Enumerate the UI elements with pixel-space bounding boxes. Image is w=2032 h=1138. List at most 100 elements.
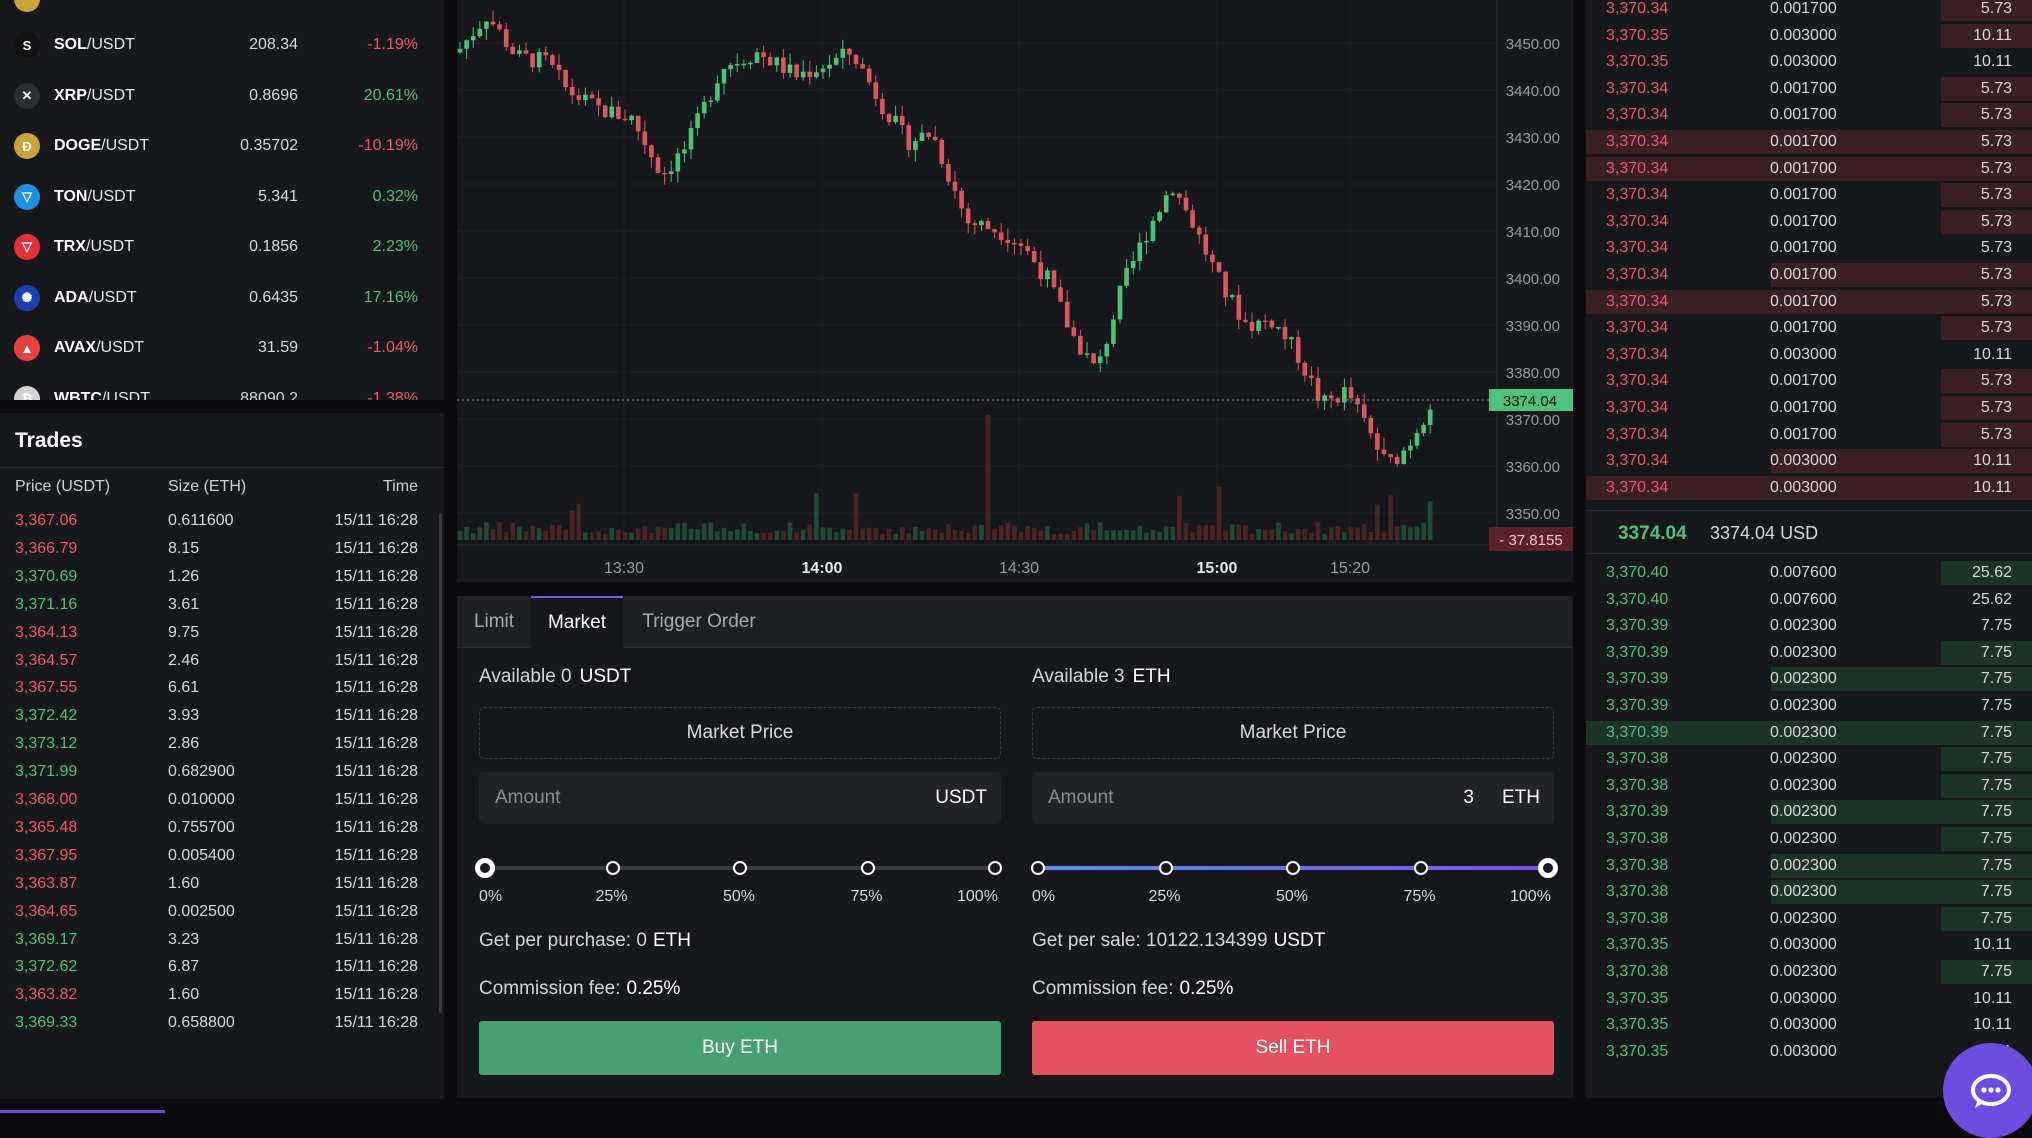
bid-row[interactable]: 3,370.35 0.003000 10.11 bbox=[1586, 932, 2032, 958]
sell-button[interactable]: Sell ETH bbox=[1032, 1021, 1554, 1075]
sell-amount-field[interactable]: 3 ETH bbox=[1032, 772, 1554, 824]
ask-row[interactable]: 3,370.34 0.003000 10.11 bbox=[1586, 448, 2032, 474]
ask-row[interactable]: 3,370.34 0.001700 5.73 bbox=[1586, 209, 2032, 235]
bid-row[interactable]: 3,370.38 0.002300 7.75 bbox=[1586, 853, 2032, 879]
ask-total: 5.73 bbox=[1980, 79, 2012, 97]
bid-row[interactable]: 3,370.35 0.003000 10.11 bbox=[1586, 986, 2032, 1012]
buy-commission-fee: Commission fee: 0.25% bbox=[479, 978, 681, 999]
scrollbar[interactable] bbox=[439, 513, 442, 1013]
depth-bar bbox=[1941, 23, 2032, 48]
ask-row[interactable]: 3,370.34 0.001700 5.73 bbox=[1586, 0, 2032, 22]
bid-row[interactable]: 3,370.38 0.002300 7.75 bbox=[1586, 959, 2032, 985]
slider-label: 75% bbox=[850, 888, 883, 905]
buy-amount-field[interactable]: USDT bbox=[479, 772, 1001, 824]
bid-row[interactable]: 3,370.39 0.002300 7.75 bbox=[1586, 640, 2032, 666]
ask-row[interactable]: 3,370.34 0.001700 5.73 bbox=[1586, 315, 2032, 341]
trade-size: 1.60 bbox=[168, 874, 200, 892]
ask-row[interactable]: 3,370.34 0.003000 10.11 bbox=[1586, 342, 2032, 368]
slider-stop-25[interactable] bbox=[605, 861, 620, 875]
bid-row[interactable]: 3,370.39 0.002300 7.75 bbox=[1586, 720, 2032, 746]
ask-row[interactable]: 3,370.34 0.001700 5.73 bbox=[1586, 235, 2032, 261]
volume-bar bbox=[1236, 524, 1242, 540]
bid-row[interactable]: 3,370.38 0.002300 7.75 bbox=[1586, 746, 2032, 772]
candle bbox=[629, 115, 634, 121]
bid-row[interactable]: 3,370.40 0.007600 25.62 bbox=[1586, 560, 2032, 586]
candle bbox=[1243, 319, 1248, 322]
bid-row[interactable]: 3,370.39 0.002300 7.75 bbox=[1586, 666, 2032, 692]
volume-bar bbox=[741, 523, 747, 540]
ask-row[interactable]: 3,370.34 0.001700 5.73 bbox=[1586, 422, 2032, 448]
slider-stop-75[interactable] bbox=[1413, 861, 1428, 875]
market-row-avax[interactable]: ▲ AVAX/USDT 31.59 -1.04% bbox=[0, 323, 444, 373]
bid-row[interactable]: 3,370.39 0.002300 7.75 bbox=[1586, 613, 2032, 639]
bid-row[interactable]: 3,370.38 0.002300 7.75 bbox=[1586, 773, 2032, 799]
ask-row[interactable]: 3,370.34 0.001700 5.73 bbox=[1586, 368, 2032, 394]
candle bbox=[1018, 243, 1024, 247]
chat-support-button[interactable] bbox=[1943, 1043, 2032, 1138]
bid-row[interactable]: 3,370.35 0.003000 10.11 bbox=[1586, 1012, 2032, 1038]
ask-row[interactable]: 3,370.34 0.003000 10.11 bbox=[1586, 475, 2032, 501]
ask-row[interactable]: 3,370.34 0.001700 5.73 bbox=[1586, 289, 2032, 315]
slider-stop-50[interactable] bbox=[1286, 861, 1300, 875]
volume-bar bbox=[1183, 523, 1189, 540]
ask-row[interactable]: 3,370.34 0.001700 5.73 bbox=[1586, 182, 2032, 208]
trade-size: 8.15 bbox=[168, 539, 200, 557]
trade-size: 1.60 bbox=[168, 986, 200, 1004]
ask-size: 0.003000 bbox=[1770, 53, 1837, 71]
market-row-wbtc[interactable]: ₿ WBTC/USDT 88090.2 -1.38% bbox=[0, 374, 444, 400]
slider-stop-0[interactable] bbox=[475, 858, 495, 878]
volume-bar bbox=[748, 530, 753, 540]
candle bbox=[556, 64, 562, 70]
bid-row[interactable]: 3,370.38 0.002300 7.75 bbox=[1586, 906, 2032, 932]
buy-percent-slider[interactable] bbox=[475, 858, 1002, 878]
trades-panel: Trades Price (USDT) Size (ETH) Time 3,36… bbox=[0, 413, 444, 1099]
market-row-sol[interactable]: S SOL/USDT 208.34 -1.19% bbox=[0, 20, 444, 70]
slider-stop-25[interactable] bbox=[1158, 861, 1173, 875]
bid-total: 7.75 bbox=[1980, 909, 2012, 927]
candlestick-chart[interactable]: 3450.00 3440.00 3430.00 3420.00 3410.00 3400.… bbox=[457, 0, 1573, 582]
slider-stop-0[interactable] bbox=[1031, 861, 1045, 875]
bid-row[interactable]: 3,370.40 0.007600 25.62 bbox=[1586, 587, 2032, 613]
ask-row[interactable]: 3,370.34 0.001700 5.73 bbox=[1586, 156, 2032, 182]
market-row-ton[interactable]: ▽ TON/USDT 5.341 0.32% bbox=[0, 172, 444, 222]
market-row-trx[interactable]: ▽ TRX/USDT 0.1856 2.23% bbox=[0, 222, 444, 272]
depth-bar bbox=[1771, 880, 2032, 905]
chart-canvas[interactable]: 3450.00 3440.00 3430.00 3420.00 3410.00 3400.… bbox=[457, 0, 1573, 582]
ask-row[interactable]: 3,370.34 0.001700 5.73 bbox=[1586, 102, 2032, 128]
bid-row[interactable]: 3,370.38 0.002300 7.75 bbox=[1586, 826, 2032, 852]
tab-limit[interactable]: Limit bbox=[473, 611, 515, 632]
slider-stop-100[interactable] bbox=[988, 861, 1002, 875]
ask-row[interactable]: 3,370.35 0.003000 10.11 bbox=[1586, 49, 2032, 75]
volume-bar bbox=[1190, 532, 1195, 540]
market-row-doge[interactable]: Ð DOGE/USDT 0.35702 -10.19% bbox=[0, 121, 444, 171]
ask-row[interactable]: 3,370.34 0.001700 5.73 bbox=[1586, 262, 2032, 288]
tab-market[interactable]: Market bbox=[531, 596, 623, 648]
trade-size: 0.658800 bbox=[168, 1014, 235, 1032]
buy-button[interactable]: Buy ETH bbox=[479, 1021, 1001, 1075]
sell-percent-slider[interactable] bbox=[1031, 858, 1558, 878]
ask-row[interactable]: 3,370.35 0.003000 10.11 bbox=[1586, 23, 2032, 49]
ask-total: 5.73 bbox=[1980, 372, 2012, 390]
ask-row[interactable]: 3,370.34 0.001700 5.73 bbox=[1586, 76, 2032, 102]
volume-bar bbox=[1091, 530, 1096, 540]
bid-row[interactable]: 3,370.39 0.002300 7.75 bbox=[1586, 693, 2032, 719]
ask-row[interactable]: 3,370.34 0.001700 5.73 bbox=[1586, 395, 2032, 421]
slider-stop-100[interactable] bbox=[1538, 858, 1558, 878]
volume-bar bbox=[1018, 531, 1024, 540]
bid-size: 0.002300 bbox=[1770, 723, 1837, 741]
market-row-ada[interactable]: ✺ ADA/USDT 0.6435 17.16% bbox=[0, 273, 444, 323]
volume-bar bbox=[1229, 524, 1235, 540]
volume-bar bbox=[1243, 525, 1248, 540]
slider-stop-75[interactable] bbox=[860, 861, 875, 875]
candle bbox=[596, 98, 601, 106]
bid-row[interactable]: 3,370.38 0.002300 7.75 bbox=[1586, 879, 2032, 905]
tab-trigger-order[interactable]: Trigger Order bbox=[642, 611, 756, 632]
buy-amount-input[interactable] bbox=[479, 772, 899, 824]
ask-row[interactable]: 3,370.34 0.001700 5.73 bbox=[1586, 129, 2032, 155]
slider-stop-50[interactable] bbox=[733, 861, 747, 875]
market-row-xrp[interactable]: ✕ XRP/USDT 0.8696 20.61% bbox=[0, 71, 444, 121]
volume-bar bbox=[1137, 525, 1143, 540]
ask-price: 3,370.34 bbox=[1606, 319, 1669, 337]
sell-amount-input[interactable] bbox=[1032, 772, 1452, 824]
bid-row[interactable]: 3,370.39 0.002300 7.75 bbox=[1586, 799, 2032, 825]
